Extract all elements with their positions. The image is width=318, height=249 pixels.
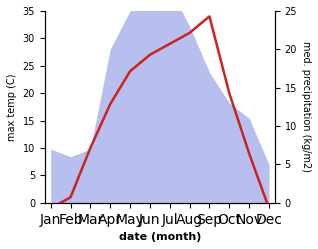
Y-axis label: max temp (C): max temp (C) bbox=[7, 73, 17, 141]
X-axis label: date (month): date (month) bbox=[119, 232, 201, 242]
Y-axis label: med. precipitation (kg/m2): med. precipitation (kg/m2) bbox=[301, 41, 311, 172]
